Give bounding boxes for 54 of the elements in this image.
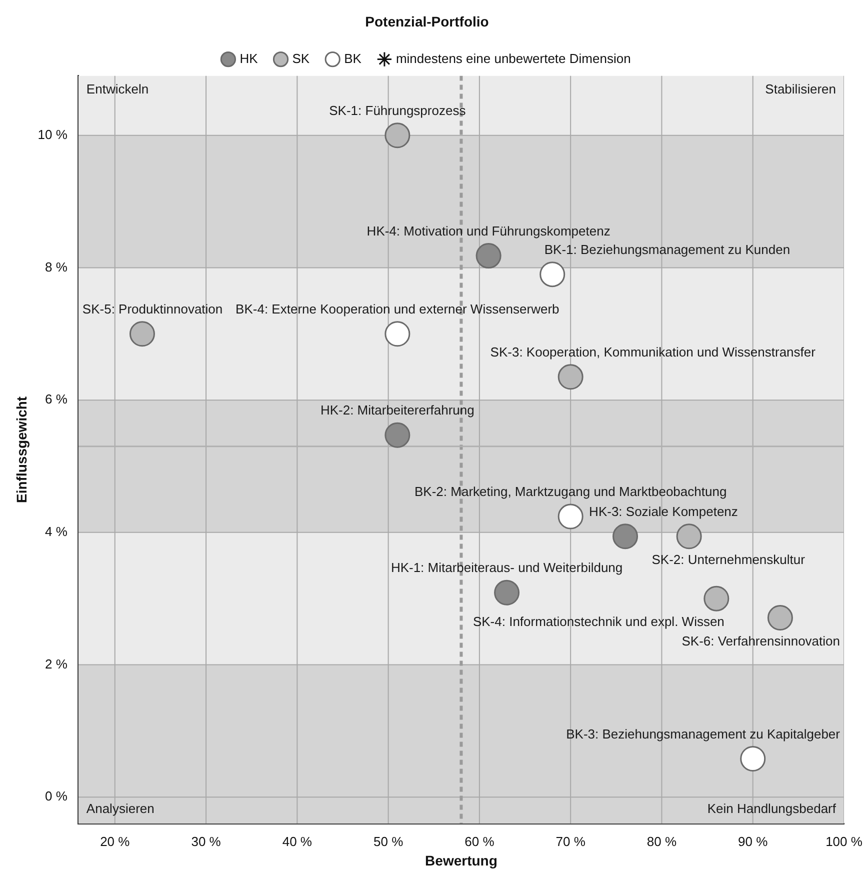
point [767,605,793,631]
annotation: BK-3: Beziehungsmanagement zu Kapitalgeber [566,726,841,742]
y-tick-label: 8 % [45,259,68,274]
point [558,504,584,530]
x-axis-title: Bewertung [425,852,498,868]
y-axis-title: Einflussgewicht [13,396,30,503]
point [129,321,155,347]
annotation: SK-3: Kooperation, Kommunikation und Wissenstransfer [490,344,816,360]
annotation: BK-1: Beziehungsmanagement zu Kunden [544,242,790,257]
annotation: SK-1: Führungsprozess [329,102,466,118]
annotation: SK-5: Produktinnovation [82,301,223,316]
annotation: SK-2: Unternehmenskultur [652,552,806,567]
x-tick-label: 80 % [646,834,677,849]
point [612,524,638,550]
annotation: Analysieren [86,801,154,816]
legend-label: BK [344,50,362,66]
y-tick-label: 6 % [45,392,68,407]
y-tick-label: 2 % [45,656,68,672]
annotation: HK-2: Mitarbeitererfahrung [320,402,474,418]
chart-title: Potenzial-Portfolio [365,13,489,30]
point [558,364,584,390]
x-tick-label: 20 % [100,834,130,849]
annotation: HK-3: Soziale Kompetenz [589,504,738,519]
annotation: BK-4: Externe Kooperation und externer Wissenserwerb [236,301,560,316]
annotation: Entwickeln [86,81,149,96]
x-tick-label: 100 % [826,834,863,849]
annotation: HK-4: Motivation und Führungskompetenz [366,223,610,238]
annotation: HK-1: Mitarbeiteraus- und Weiterbildung [390,560,623,576]
point [476,243,502,269]
annotation: BK-2: Marketing, Marktzugang und Marktbeobachtung [414,484,727,500]
x-tick-label: 50 % [373,834,404,849]
legend-label: mindestens eine unbewertete Dimension [396,50,631,66]
annotation: Kein Handlungsbedarf [707,801,836,816]
point [384,321,410,347]
x-tick-label: 90 % [738,834,768,849]
point [494,580,520,606]
point [540,262,566,288]
annotation: SK-4: Informationstechnik und expl. Wissen [472,614,724,630]
legend-label: SK [292,50,310,66]
x-tick-label: 40 % [282,834,312,849]
point [384,122,410,148]
y-tick-label: 0 % [45,788,68,804]
point [676,524,702,550]
y-tick-label: 10 % [38,126,68,142]
point [740,746,766,772]
x-tick-label: 70 % [556,834,586,849]
y-tick-label: 4 % [45,524,68,539]
point [384,422,410,448]
point [704,586,730,612]
legend-label: HK [240,50,258,66]
x-tick-label: 60 % [464,834,495,849]
x-tick-label: 30 % [191,834,222,849]
annotation: SK-6: Verfahrensinnovation [682,633,840,648]
annotation: Stabilisieren [765,81,836,96]
